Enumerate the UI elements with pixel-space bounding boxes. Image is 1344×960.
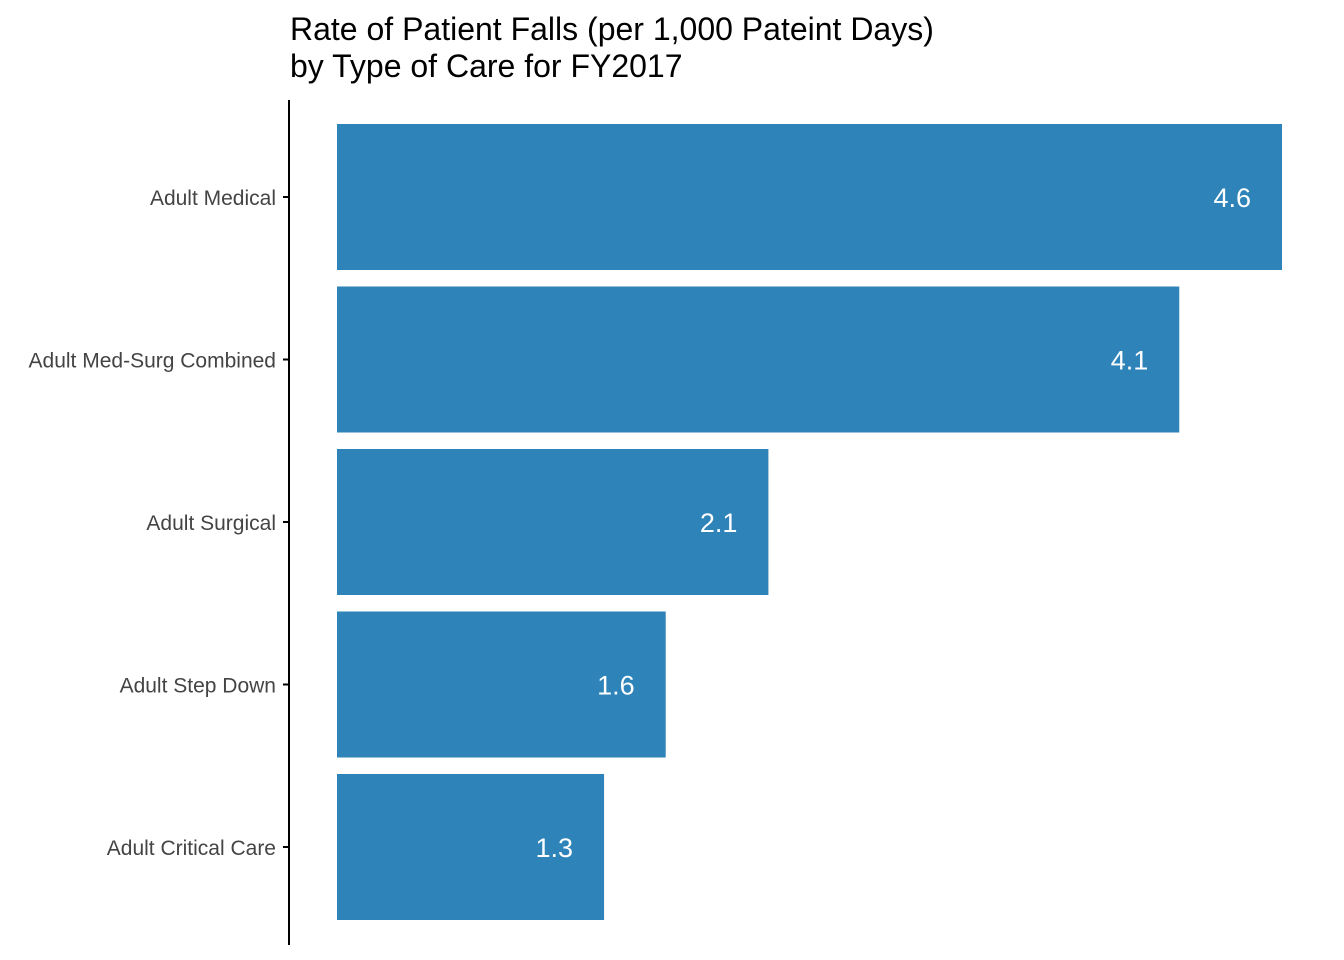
y-tick-label: Adult Medical xyxy=(150,187,276,210)
y-tick-label: Adult Surgical xyxy=(146,512,276,535)
bar xyxy=(337,286,1180,433)
y-tick-label: Adult Step Down xyxy=(120,675,276,698)
data-label: 4.1 xyxy=(1111,346,1149,376)
y-tick-label: Adult Critical Care xyxy=(107,837,276,860)
data-label: 2.1 xyxy=(700,508,738,538)
bar xyxy=(337,774,605,920)
y-tick-label: Adult Med-Surg Combined xyxy=(29,350,276,373)
data-label: 1.6 xyxy=(597,671,635,701)
bar xyxy=(337,124,1282,270)
chart-title-line-2: by Type of Care for FY2017 xyxy=(290,48,683,84)
chart-title-line-1: Rate of Patient Falls (per 1,000 Pateint… xyxy=(290,11,934,47)
bar xyxy=(337,449,769,595)
data-label: 1.3 xyxy=(536,833,574,863)
bar xyxy=(337,611,666,758)
data-label: 4.6 xyxy=(1213,183,1251,213)
